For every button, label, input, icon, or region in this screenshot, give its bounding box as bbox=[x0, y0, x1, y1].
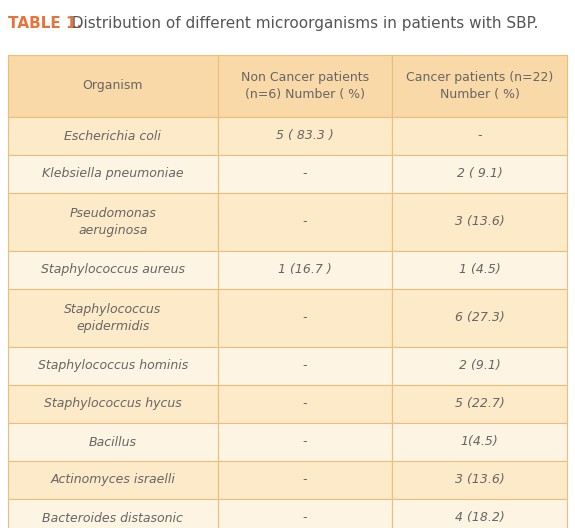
Bar bbox=[8, 55, 217, 117]
Text: 6 (27.3): 6 (27.3) bbox=[455, 312, 504, 325]
Bar bbox=[392, 251, 567, 289]
Bar bbox=[8, 385, 217, 423]
Bar bbox=[8, 461, 217, 499]
Bar bbox=[8, 193, 217, 251]
Text: -: - bbox=[302, 215, 307, 229]
Text: Klebsiella pneumoniae: Klebsiella pneumoniae bbox=[42, 167, 183, 181]
Bar bbox=[217, 55, 392, 117]
Text: 3 (13.6): 3 (13.6) bbox=[455, 474, 504, 486]
Text: Pseudomonas
aeruginosa: Pseudomonas aeruginosa bbox=[70, 207, 156, 237]
Text: -: - bbox=[302, 360, 307, 372]
Text: Staphylococcus hycus: Staphylococcus hycus bbox=[44, 398, 182, 410]
Text: -: - bbox=[477, 129, 482, 143]
Bar bbox=[8, 347, 217, 385]
Bar bbox=[8, 499, 217, 528]
Text: Distribution of different microorganisms in patients with SBP.: Distribution of different microorganisms… bbox=[62, 16, 538, 31]
Text: 4 (18.2): 4 (18.2) bbox=[455, 512, 504, 524]
Bar bbox=[217, 193, 392, 251]
Bar bbox=[8, 155, 217, 193]
Text: Bacillus: Bacillus bbox=[89, 436, 137, 448]
Bar bbox=[392, 499, 567, 528]
Bar bbox=[8, 423, 217, 461]
Text: 1(4.5): 1(4.5) bbox=[461, 436, 499, 448]
Text: Organism: Organism bbox=[83, 80, 143, 92]
Bar bbox=[217, 499, 392, 528]
Text: TABLE 1.: TABLE 1. bbox=[8, 16, 82, 31]
Text: Staphylococcus
epidermidis: Staphylococcus epidermidis bbox=[64, 303, 162, 333]
Text: -: - bbox=[302, 512, 307, 524]
Text: Actinomyces israelli: Actinomyces israelli bbox=[51, 474, 175, 486]
Text: Staphylococcus aureus: Staphylococcus aureus bbox=[41, 263, 185, 277]
Bar bbox=[392, 55, 567, 117]
Bar bbox=[217, 385, 392, 423]
Bar bbox=[217, 289, 392, 347]
Text: Cancer patients (n=22)
Number ( %): Cancer patients (n=22) Number ( %) bbox=[406, 71, 553, 101]
Text: 3 (13.6): 3 (13.6) bbox=[455, 215, 504, 229]
Bar bbox=[8, 117, 217, 155]
Bar bbox=[392, 423, 567, 461]
Bar bbox=[392, 347, 567, 385]
Text: -: - bbox=[302, 398, 307, 410]
Text: 2 (9.1): 2 (9.1) bbox=[459, 360, 500, 372]
Bar bbox=[8, 289, 217, 347]
Bar bbox=[392, 117, 567, 155]
Bar bbox=[392, 155, 567, 193]
Text: 5 ( 83.3 ): 5 ( 83.3 ) bbox=[276, 129, 334, 143]
Bar bbox=[217, 117, 392, 155]
Bar bbox=[217, 461, 392, 499]
Text: -: - bbox=[302, 474, 307, 486]
Text: Non Cancer patients
(n=6) Number ( %): Non Cancer patients (n=6) Number ( %) bbox=[241, 71, 369, 101]
Bar bbox=[217, 251, 392, 289]
Text: Bacteroides distasonic: Bacteroides distasonic bbox=[43, 512, 183, 524]
Bar bbox=[392, 193, 567, 251]
Bar bbox=[217, 423, 392, 461]
Bar bbox=[8, 251, 217, 289]
Text: Staphylococcus hominis: Staphylococcus hominis bbox=[38, 360, 188, 372]
Text: Escherichia coli: Escherichia coli bbox=[64, 129, 161, 143]
Text: -: - bbox=[302, 167, 307, 181]
Bar bbox=[392, 385, 567, 423]
Bar bbox=[217, 347, 392, 385]
Bar bbox=[217, 155, 392, 193]
Text: 1 (4.5): 1 (4.5) bbox=[459, 263, 500, 277]
Bar bbox=[392, 461, 567, 499]
Text: 2 ( 9.1): 2 ( 9.1) bbox=[457, 167, 503, 181]
Text: 1 (16.7 ): 1 (16.7 ) bbox=[278, 263, 332, 277]
Bar bbox=[392, 289, 567, 347]
Text: -: - bbox=[302, 436, 307, 448]
Text: 5 (22.7): 5 (22.7) bbox=[455, 398, 504, 410]
Text: -: - bbox=[302, 312, 307, 325]
